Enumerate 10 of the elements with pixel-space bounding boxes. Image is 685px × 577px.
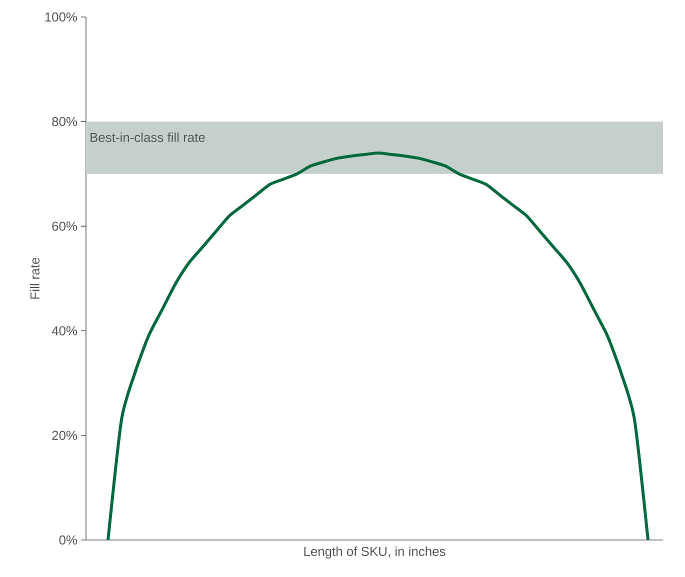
line-series (106, 151, 650, 542)
y-tick-label: 0% (59, 535, 78, 545)
band-label: Best-in-class fill rate (90, 132, 205, 142)
y-tick-label: 20% (52, 430, 78, 440)
x-axis-title: Length of SKU, in inches (304, 546, 446, 559)
y-tick-label: 80% (52, 116, 78, 126)
y-tick-label: 100% (45, 12, 78, 22)
y-axis-title: Fill rate (30, 258, 40, 299)
y-tick-label: 40% (52, 326, 78, 336)
y-tick-label: 60% (52, 222, 78, 231)
